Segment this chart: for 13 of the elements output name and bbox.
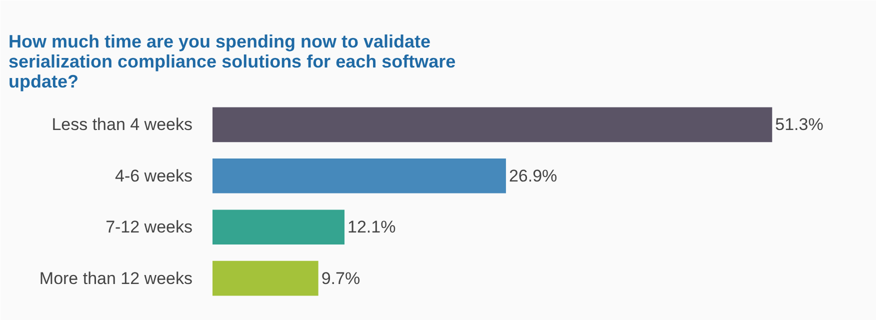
- chart-title: How much time are you spending now to validate serialization compliance solutions for each software update?: [8, 32, 456, 92]
- bar: [212, 260, 318, 296]
- bar: [212, 107, 772, 142]
- y-tick-label: Less than 4 weeks: [52, 115, 193, 134]
- bar: [212, 158, 506, 194]
- data-label: 51.3%: [775, 115, 824, 134]
- y-tick-label: 7-12 weeks: [106, 218, 193, 237]
- y-tick-label: 4-6 weeks: [115, 166, 193, 186]
- y-tick-label: More than 12 weeks: [39, 268, 193, 288]
- data-label: 26.9%: [508, 166, 558, 186]
- bar: [212, 210, 344, 245]
- data-label: 9.7%: [321, 268, 360, 288]
- data-label: 12.1%: [348, 218, 396, 237]
